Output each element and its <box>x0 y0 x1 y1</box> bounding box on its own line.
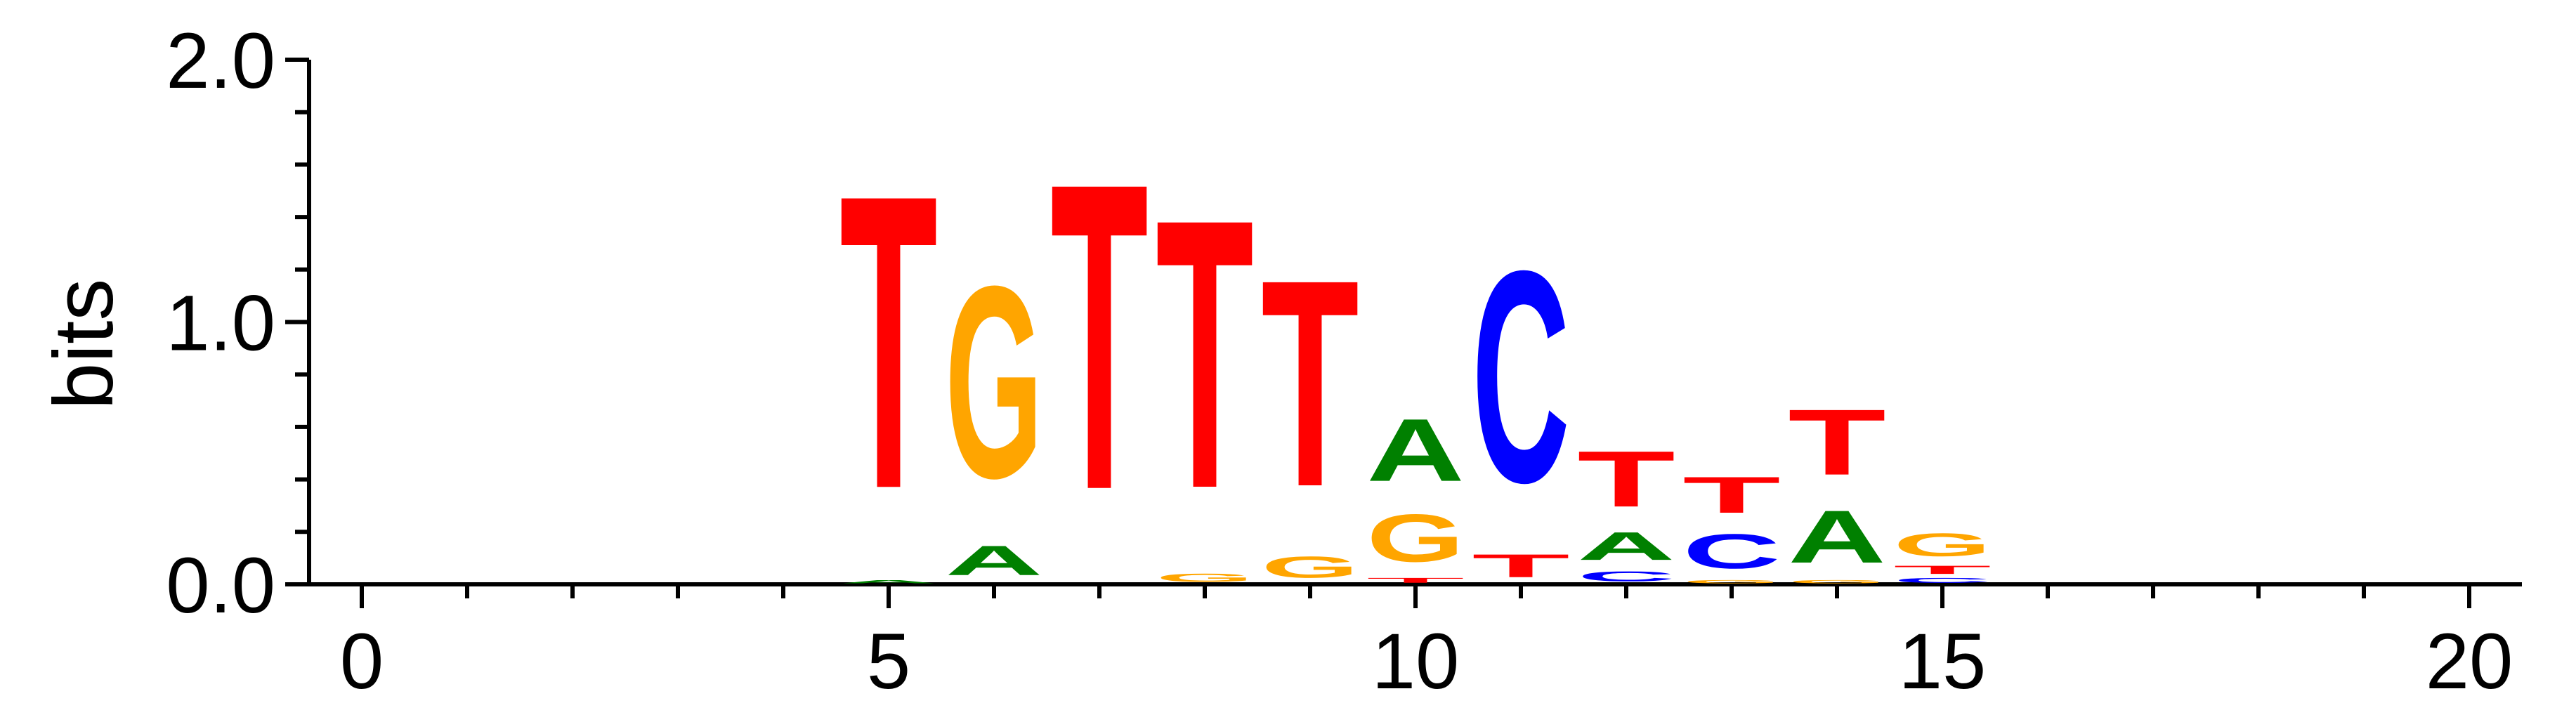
x-tick-label: 10 <box>1372 617 1460 705</box>
x-tick-label: 20 <box>2426 617 2513 705</box>
logo-letter-T: T <box>1156 139 1253 568</box>
x-tick-label: 5 <box>867 617 910 705</box>
logo-letter-G: G <box>1156 571 1253 584</box>
y-tick-label: 2.0 <box>166 17 275 105</box>
y-tick-label: 0.0 <box>166 542 275 629</box>
x-tick-label: 15 <box>1899 617 1987 705</box>
logo-letter-G: G <box>1788 579 1885 584</box>
logo-letter-A: A <box>1366 400 1464 500</box>
logo-letter-C: C <box>1893 577 1992 584</box>
logo-letter-A: A <box>1577 524 1675 568</box>
logo-letter-G: G <box>945 230 1042 536</box>
logo-letter-C: C <box>1577 569 1675 584</box>
logo-letter-A: A <box>839 579 938 584</box>
axes: 0 5 10 15 20 0.0 1.0 2.0 <box>166 17 2522 705</box>
y-tick-label: 1.0 <box>166 280 275 367</box>
logo-letter-A: A <box>1788 495 1885 579</box>
logo-letter-T: T <box>1261 218 1359 549</box>
logo-letter-T: T <box>1893 563 1991 577</box>
y-axis-title: bits <box>37 279 131 410</box>
logo-letter-T: T <box>1472 548 1569 584</box>
logo-letter-G: G <box>1261 550 1359 584</box>
logo-letter-A: A <box>945 537 1043 584</box>
logo-letter-T: T <box>1577 435 1675 523</box>
logo-letter-C: C <box>1682 523 1780 579</box>
logo-letter-T: T <box>1050 91 1148 581</box>
logo-letter-T: T <box>1788 390 1885 494</box>
logo-letter-T: T <box>1682 466 1780 523</box>
logo-letter-G: G <box>1366 500 1464 576</box>
logo-letter-G: G <box>1682 579 1780 584</box>
logo-letter-T: T <box>1366 577 1464 584</box>
logo-letter-G: G <box>1893 526 1991 563</box>
x-tick-label: 0 <box>340 617 384 705</box>
logo-letter-C: C <box>1472 207 1569 545</box>
logo-letter-T: T <box>839 107 937 576</box>
